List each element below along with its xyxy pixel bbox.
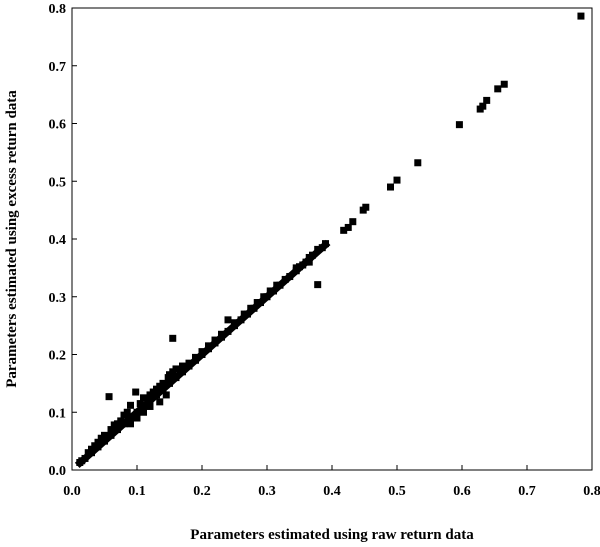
data-point — [266, 287, 274, 295]
x-tick-label: 0.2 — [193, 484, 211, 499]
data-point — [192, 353, 199, 361]
y-tick-label: 0.6 — [49, 118, 67, 133]
data-point — [133, 414, 141, 422]
data-point — [140, 408, 147, 416]
data-point — [393, 176, 401, 184]
data-point — [132, 388, 140, 396]
data-point — [240, 310, 248, 318]
data-point — [97, 434, 105, 442]
data-point — [231, 319, 238, 327]
x-tick-label: 0.1 — [128, 484, 146, 499]
x-tick-label: 0.4 — [323, 484, 341, 499]
data-point — [179, 368, 186, 376]
y-tick-label: 0.0 — [49, 464, 67, 479]
x-tick-label: 0.0 — [63, 484, 81, 499]
data-point — [318, 244, 326, 252]
data-point — [253, 299, 261, 307]
data-point — [185, 359, 193, 367]
data-point — [140, 394, 147, 402]
data-point — [476, 105, 484, 113]
x-axis-title: Parameters estimated using raw return da… — [190, 527, 474, 543]
data-point — [169, 368, 177, 376]
data-point — [273, 281, 281, 289]
data-point — [322, 240, 329, 248]
data-point — [166, 379, 173, 387]
data-point — [296, 263, 303, 271]
data-point — [359, 206, 367, 214]
data-point — [224, 316, 232, 324]
data-point — [305, 258, 313, 266]
data-point — [114, 426, 121, 434]
data-point — [211, 336, 219, 344]
data-point — [156, 398, 164, 406]
data-point — [136, 400, 144, 408]
data-point — [237, 316, 245, 324]
data-point — [107, 426, 115, 434]
data-point — [146, 397, 154, 405]
data-point — [107, 431, 115, 439]
data-point — [120, 411, 128, 419]
y-tick-label: 0.2 — [49, 349, 67, 364]
data-point — [127, 420, 134, 428]
y-tick-label: 0.4 — [49, 233, 67, 248]
data-point — [127, 401, 134, 409]
data-point — [305, 253, 313, 261]
data-point — [387, 183, 394, 191]
data-point — [483, 96, 491, 104]
data-point — [110, 421, 118, 429]
data-point — [260, 293, 268, 301]
x-axis-ticks: 0.0 0.1 0.2 0.3 0.4 0.5 0.6 0.7 0.8 — [63, 465, 600, 499]
x-tick-label: 0.8 — [583, 484, 600, 499]
data-point — [314, 245, 322, 253]
data-point — [198, 348, 206, 356]
data-point — [105, 393, 113, 401]
y-tick-label: 0.8 — [49, 2, 67, 17]
data-point — [314, 281, 322, 289]
data-point — [577, 12, 585, 20]
y-axis-title: Parameters estimated using excess return… — [4, 90, 20, 388]
data-point — [146, 391, 154, 399]
data-point — [281, 275, 289, 283]
data-points — [76, 12, 585, 466]
data-point — [349, 218, 357, 226]
data-point — [172, 374, 180, 382]
data-point — [500, 80, 508, 88]
data-point — [84, 449, 92, 457]
data-point — [205, 342, 212, 350]
data-point — [133, 408, 141, 416]
y-tick-label: 0.7 — [49, 60, 67, 75]
data-point — [247, 304, 255, 312]
data-point — [76, 458, 84, 466]
data-point — [218, 330, 225, 338]
data-point — [286, 273, 294, 281]
y-tick-label: 0.1 — [49, 406, 67, 421]
x-tick-label: 0.5 — [388, 484, 406, 499]
data-point — [169, 334, 177, 342]
x-tick-label: 0.6 — [453, 484, 471, 499]
data-point — [455, 121, 463, 129]
data-point — [162, 391, 170, 399]
y-tick-label: 0.3 — [49, 291, 67, 306]
data-point — [179, 362, 186, 370]
data-point — [494, 85, 502, 93]
y-axis-ticks: 0.0 0.1 0.2 0.3 0.4 0.5 0.6 0.7 0.8 — [49, 2, 77, 479]
data-point — [146, 402, 154, 410]
data-point — [224, 327, 232, 335]
data-point — [344, 223, 352, 231]
x-tick-label: 0.3 — [258, 484, 276, 499]
data-point — [414, 159, 422, 167]
x-tick-label: 0.7 — [518, 484, 536, 499]
data-point — [340, 226, 348, 234]
data-point — [127, 414, 134, 422]
y-tick-label: 0.5 — [49, 175, 67, 190]
